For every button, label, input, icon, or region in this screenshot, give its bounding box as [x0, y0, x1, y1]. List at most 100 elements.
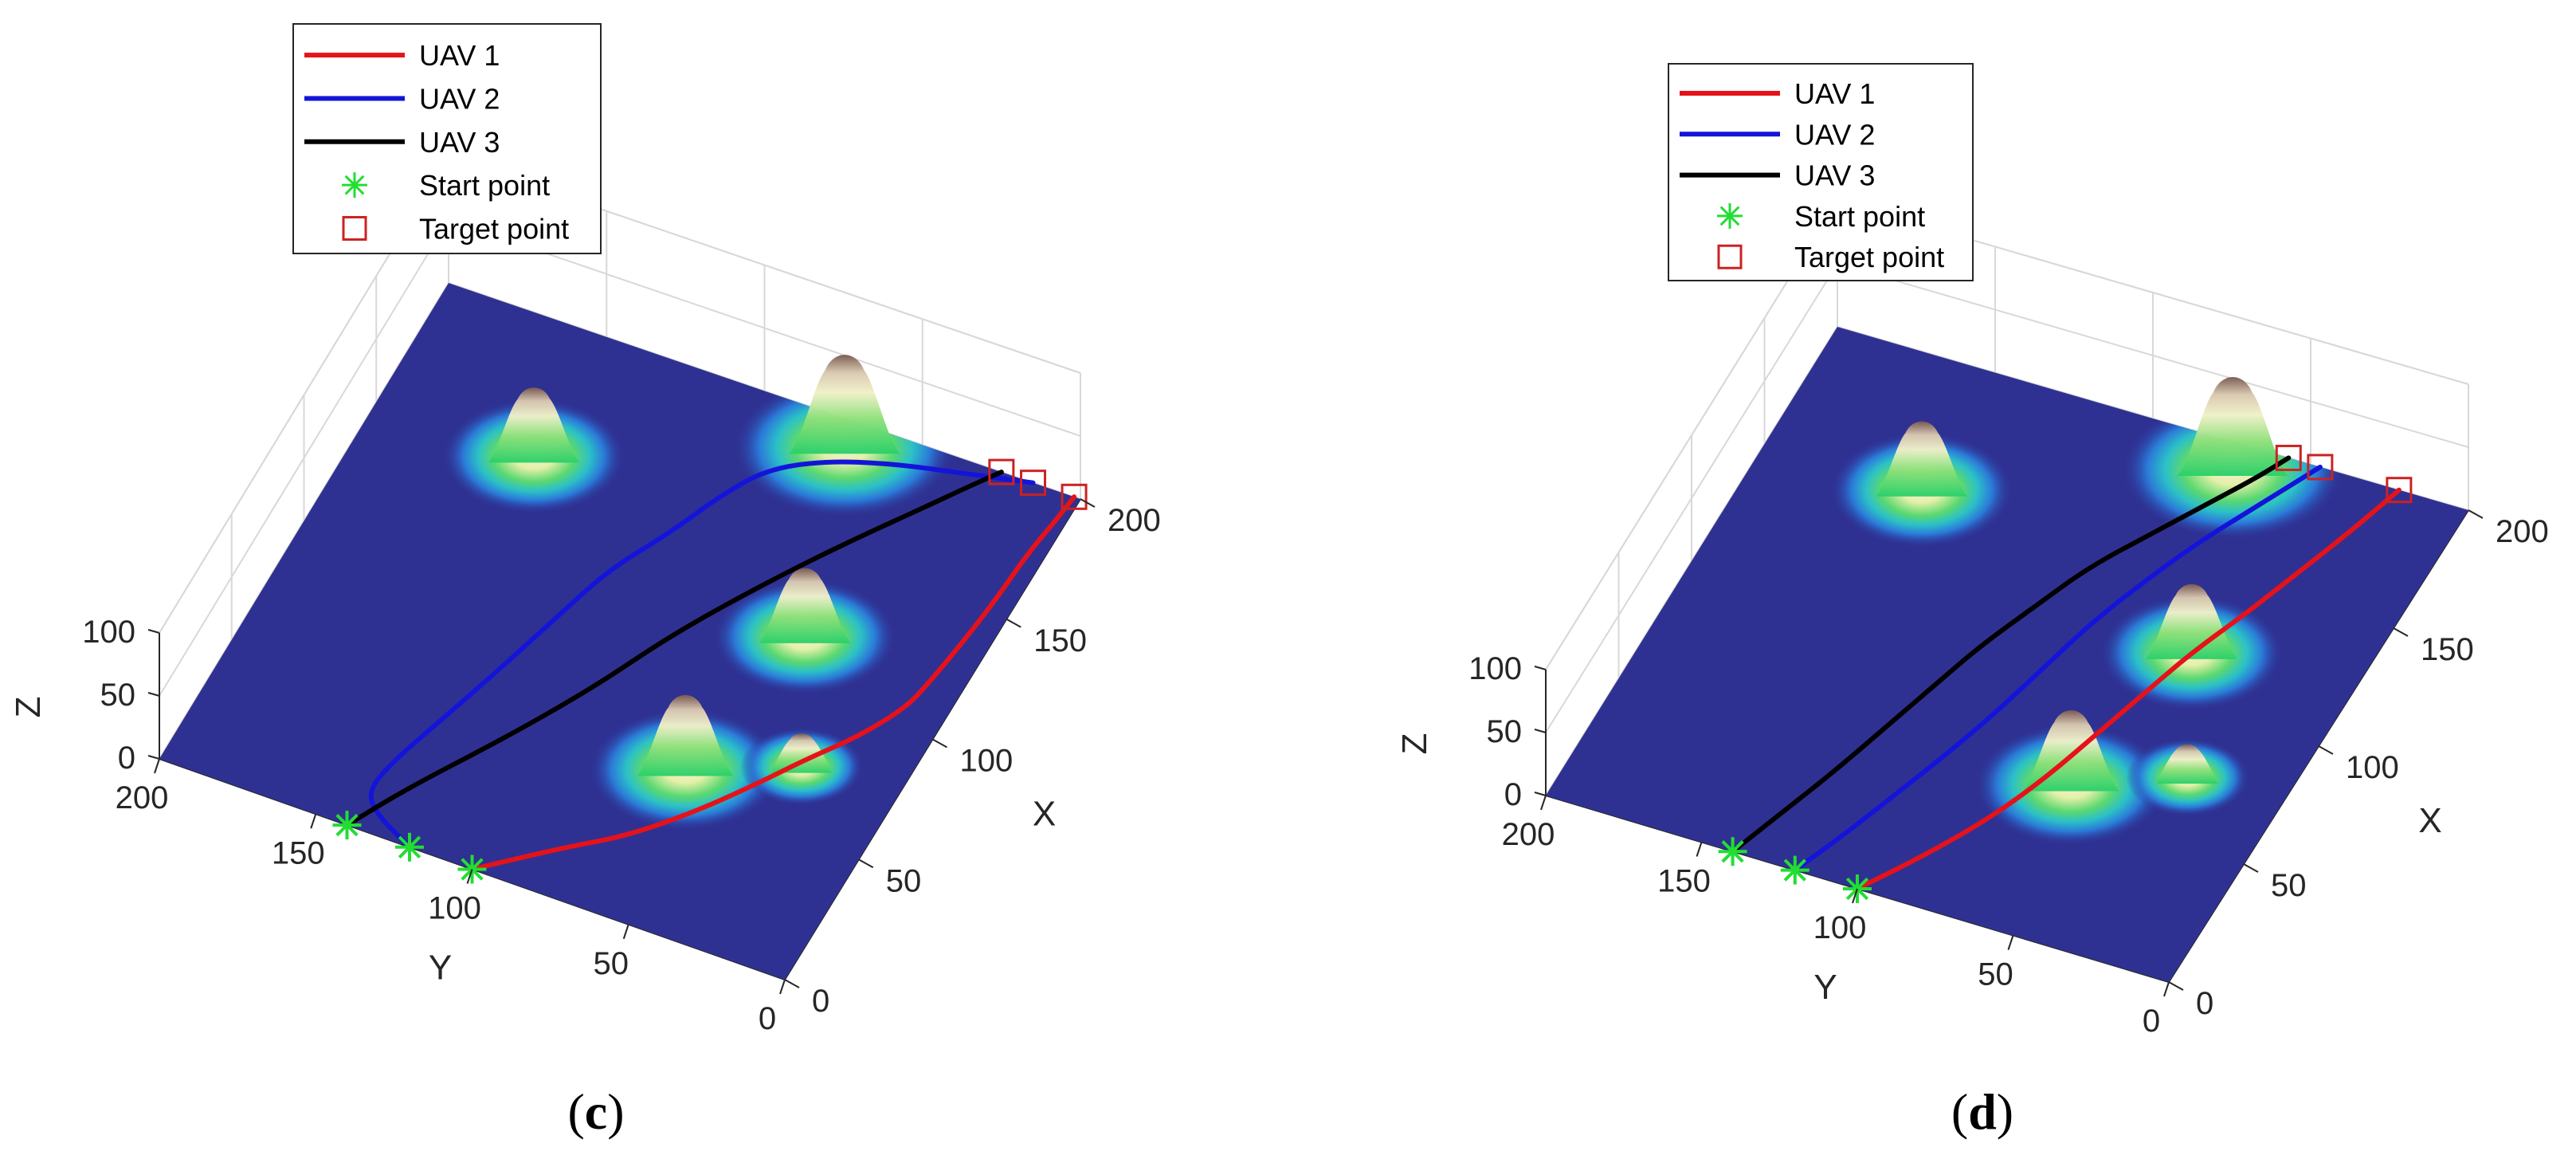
legend-label: UAV 1 [1794, 77, 1875, 110]
panel-c-chart: 0 50 100 150 200 0 50 100 150 200 0 50 100 X Y Z UAV 1… [9, 23, 1161, 1140]
panel-c-tick-labels: 0 50 100 150 200 0 50 100 150 200 0 50 100 [82, 498, 1161, 1036]
x-tick-label-1: 50 [2271, 868, 2307, 903]
start-point-stroke [1721, 840, 1744, 863]
y-tick-mark-3 [1696, 842, 1703, 857]
grid-line-z-wall1-1 [159, 219, 449, 697]
x-tick-mark-4 [1080, 498, 1096, 508]
y-tick-mark-3 [310, 813, 317, 829]
legend-label: UAV 3 [419, 126, 500, 159]
legend-item-5: Target point [1717, 241, 1944, 273]
start-point-stroke [398, 835, 421, 858]
grid-line-z-wall1-1 [1545, 263, 1838, 733]
x-tick-label-0: 0 [2196, 986, 2213, 1021]
x-tick-mark-2 [932, 738, 947, 748]
x-tick-label-0: 0 [812, 984, 829, 1019]
legend-start-swatch [1719, 206, 1740, 226]
y-axis-label: Y [1813, 968, 1837, 1007]
terrain-peak-body-1 [2177, 377, 2288, 477]
z-tick-mark-0 [147, 755, 160, 760]
uav-path-1 [469, 494, 1077, 872]
legend-label: UAV 3 [1794, 159, 1875, 192]
terrain-peak-body-2 [2146, 583, 2237, 659]
y-tick-mark-0 [779, 979, 786, 995]
legend-item-1: UAV 1 [1680, 77, 1875, 110]
legend-label: UAV 1 [419, 39, 500, 72]
x-tick-label-2: 100 [960, 744, 1014, 779]
x-tick-mark-3 [1006, 618, 1021, 628]
grid-line-z-wall2-1 [448, 219, 1081, 437]
legend-label: Target point [419, 212, 569, 245]
legend-item-4: Start point [342, 169, 550, 202]
terrain-peak-body-2 [759, 568, 851, 643]
target-point-marker-3 [2275, 444, 2302, 471]
x-tick-mark-3 [2393, 627, 2409, 637]
z-tick-label-0: 0 [118, 741, 135, 776]
legend-item-5: Target point [342, 212, 569, 245]
legend-box [292, 23, 602, 254]
z-tick-mark-2 [147, 629, 160, 634]
panel-c-caption: (c) [567, 1083, 624, 1140]
x-tick-mark-2 [2318, 745, 2334, 755]
x-tick-mark-1 [2243, 863, 2259, 873]
panel-d-uav-paths [1730, 455, 2402, 891]
uav-path-2 [1792, 464, 2323, 873]
y-tick-mark-0 [2163, 981, 2170, 997]
z-tick-label-1: 50 [1487, 714, 1523, 749]
x-tick-mark-0 [2168, 981, 2184, 991]
start-point-stroke [1783, 858, 1806, 882]
terrain-peak-body-4 [770, 733, 833, 773]
terrain-peak-body-3 [637, 694, 734, 776]
target-point-marker-3 [988, 458, 1015, 485]
legend-label: UAV 2 [1794, 118, 1875, 151]
panel-c-axis-labels: X Y Z [9, 697, 1056, 988]
z-tick-label-1: 50 [100, 678, 136, 713]
x-tick-label-4: 200 [2496, 514, 2549, 549]
target-point-marker-2 [1020, 470, 1047, 497]
panel-d-tick-labels: 0 50 100 150 200 0 50 100 150 200 0 50 100 [1468, 509, 2549, 1039]
x-tick-mark-4 [2468, 509, 2484, 519]
y-tick-mark-1 [622, 924, 629, 940]
x-axis-label: X [1033, 795, 1056, 834]
y-tick-label-0: 0 [2143, 1004, 2160, 1039]
legend-item-2: UAV 2 [1680, 118, 1875, 151]
z-tick-label-0: 0 [1504, 777, 1522, 812]
grid-line-z-wall2-1 [1837, 263, 2469, 448]
target-point-marker-1 [2386, 477, 2413, 504]
y-tick-label-4: 200 [1502, 817, 1555, 852]
y-tick-label-1: 50 [594, 946, 629, 981]
y-tick-mark-4 [154, 758, 160, 774]
panel-d-chart: 0 50 100 150 200 0 50 100 150 200 0 50 100 X Y Z UAV 1… [1395, 63, 2549, 1140]
y-tick-mark-2 [1852, 888, 1858, 904]
legend-start-swatch [344, 175, 365, 195]
start-point-marker-3 [332, 811, 362, 840]
y-tick-label-3: 150 [272, 835, 325, 870]
y-tick-label-1: 50 [1978, 957, 2013, 992]
y-tick-label-2: 100 [428, 891, 481, 926]
legend-item-2: UAV 2 [304, 82, 500, 115]
uav-path-3 [1730, 455, 2292, 855]
start-point-marker-2 [395, 832, 424, 862]
x-tick-mark-0 [784, 979, 800, 988]
legend-label: Start point [419, 169, 550, 202]
terrain-peak-body-0 [1876, 421, 1968, 497]
legend-target-swatch [1717, 244, 1743, 269]
legend-item-3: UAV 3 [304, 126, 500, 159]
legend-item-3: UAV 3 [1680, 159, 1875, 192]
z-tick-label-2: 100 [82, 615, 135, 650]
uav-path-3 [344, 470, 1004, 828]
x-tick-label-1: 50 [886, 863, 922, 898]
uav-path-2 [368, 459, 1036, 850]
legend-box [1668, 63, 1974, 281]
terrain-peak-body-0 [488, 387, 580, 463]
y-tick-label-3: 150 [1657, 864, 1711, 899]
x-tick-label-3: 150 [2421, 632, 2474, 667]
terrain-peak-body-1 [789, 355, 900, 454]
panel-c-legend: UAV 1 UAV 2 UAV 3 Start point Target point [292, 23, 602, 254]
legend-label: Start point [1794, 200, 1925, 233]
start-point-marker-2 [1780, 855, 1809, 885]
y-tick-mark-2 [466, 869, 473, 884]
z-axis-label: Z [1395, 733, 1434, 755]
terrain-peak-body-3 [2023, 709, 2119, 792]
legend-target-swatch [342, 215, 367, 241]
